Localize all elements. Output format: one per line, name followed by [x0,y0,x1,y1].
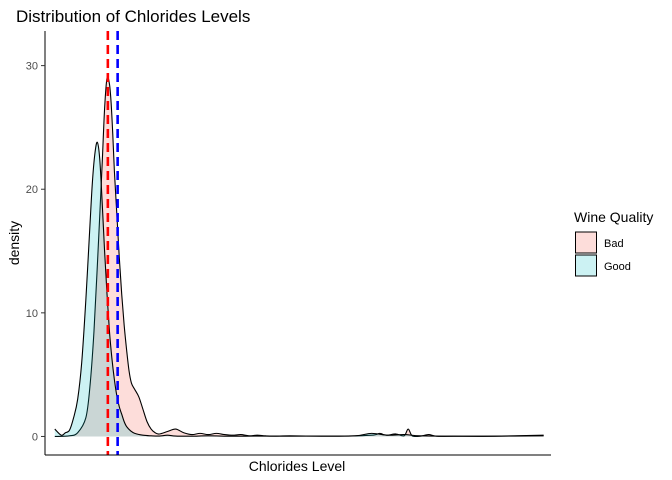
y-tick-label-20: 20 [26,184,38,196]
legend-title: Wine Quality [574,209,653,225]
plot-area [54,31,544,455]
density-area-good [54,142,544,437]
x-axis-title: Chlorides Level [249,458,346,474]
axes: 0 10 20 30 [26,31,551,456]
y-tick-label-30: 30 [26,61,38,73]
legend-swatch-good [575,254,597,277]
density-line-good [54,141,544,437]
legend-key-bg-good [575,255,597,276]
chart-title: Distribution of Chlorides Levels [16,7,250,26]
legend-key-bg-bad [575,232,597,253]
legend: Wine Quality Bad Good [574,209,653,277]
y-tick-label-0: 0 [32,431,38,443]
y-tick-label-10: 10 [26,308,38,320]
legend-label-good: Good [604,261,631,273]
legend-label-bad: Bad [604,238,624,250]
legend-swatch-bad [575,231,597,254]
density-area-bad [54,76,544,437]
y-axis-title: density [6,221,22,265]
